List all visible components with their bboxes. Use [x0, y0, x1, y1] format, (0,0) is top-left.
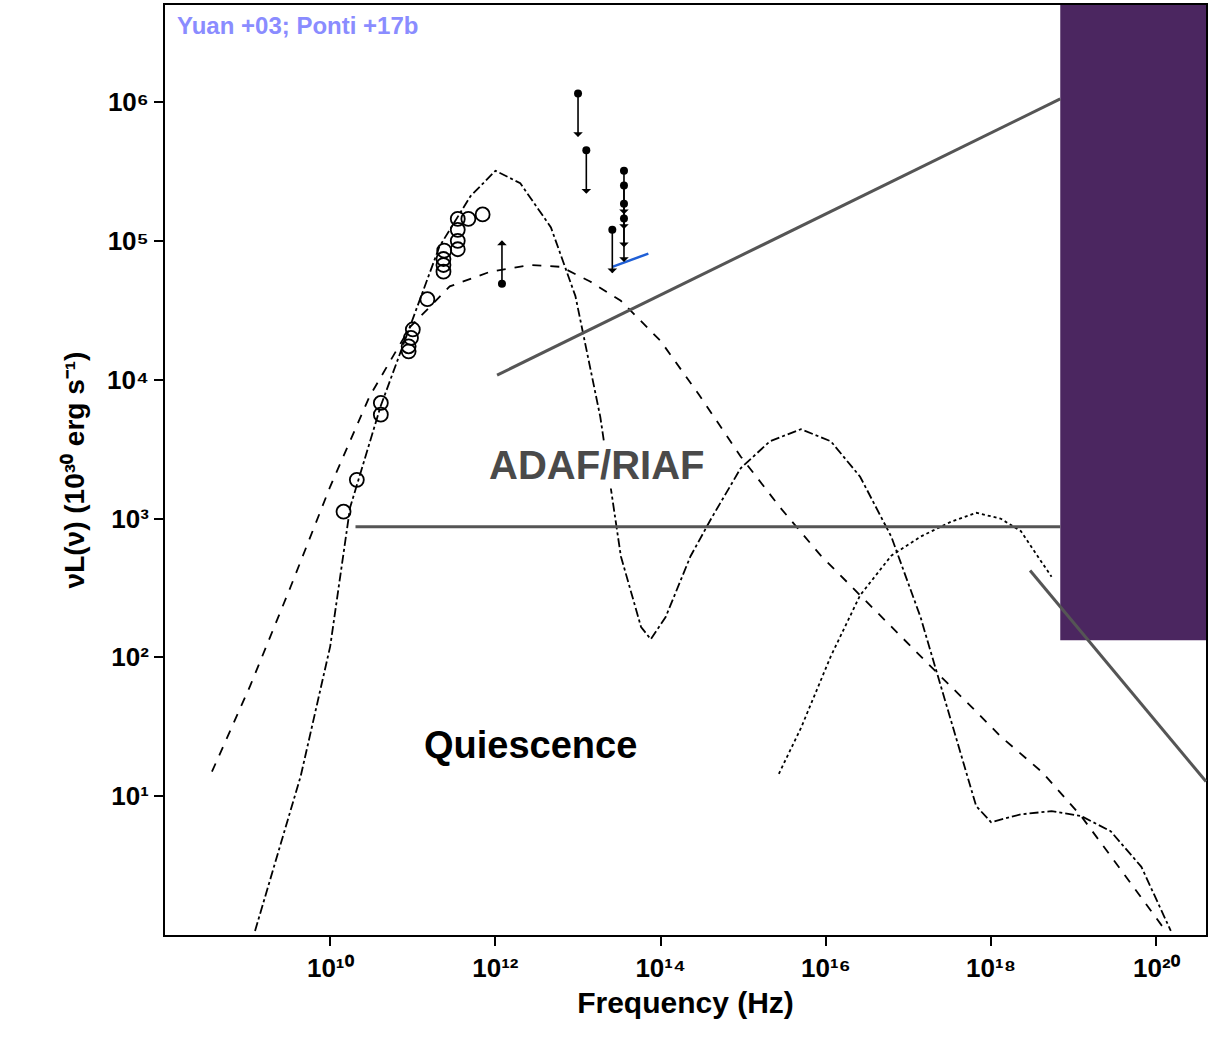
svg-text:10⁴: 10⁴ — [107, 365, 149, 395]
svg-text:10⁶: 10⁶ — [108, 87, 149, 117]
svg-text:10¹⁴: 10¹⁴ — [635, 953, 685, 983]
svg-text:10³: 10³ — [111, 504, 149, 534]
svg-text:Yuan +03; Ponti +17b: Yuan +03; Ponti +17b — [177, 12, 418, 39]
svg-text:ADAF/RIAF: ADAF/RIAF — [489, 443, 705, 487]
svg-text:10²⁰: 10²⁰ — [1133, 953, 1181, 983]
svg-text:Frequency (Hz): Frequency (Hz) — [577, 986, 794, 1019]
svg-text:10⁵: 10⁵ — [108, 226, 149, 256]
svg-text:10¹⁶: 10¹⁶ — [801, 953, 851, 983]
svg-text:10¹: 10¹ — [111, 781, 149, 811]
svg-text:10¹²: 10¹² — [472, 953, 519, 983]
svg-text:10²: 10² — [111, 642, 149, 672]
svg-text:10¹⁸: 10¹⁸ — [966, 953, 1016, 983]
svg-text:10¹⁰: 10¹⁰ — [307, 953, 355, 983]
svg-text:Quiescence: Quiescence — [424, 724, 637, 766]
svg-text:νL(ν) (10³⁰ erg s⁻¹): νL(ν) (10³⁰ erg s⁻¹) — [59, 352, 90, 589]
